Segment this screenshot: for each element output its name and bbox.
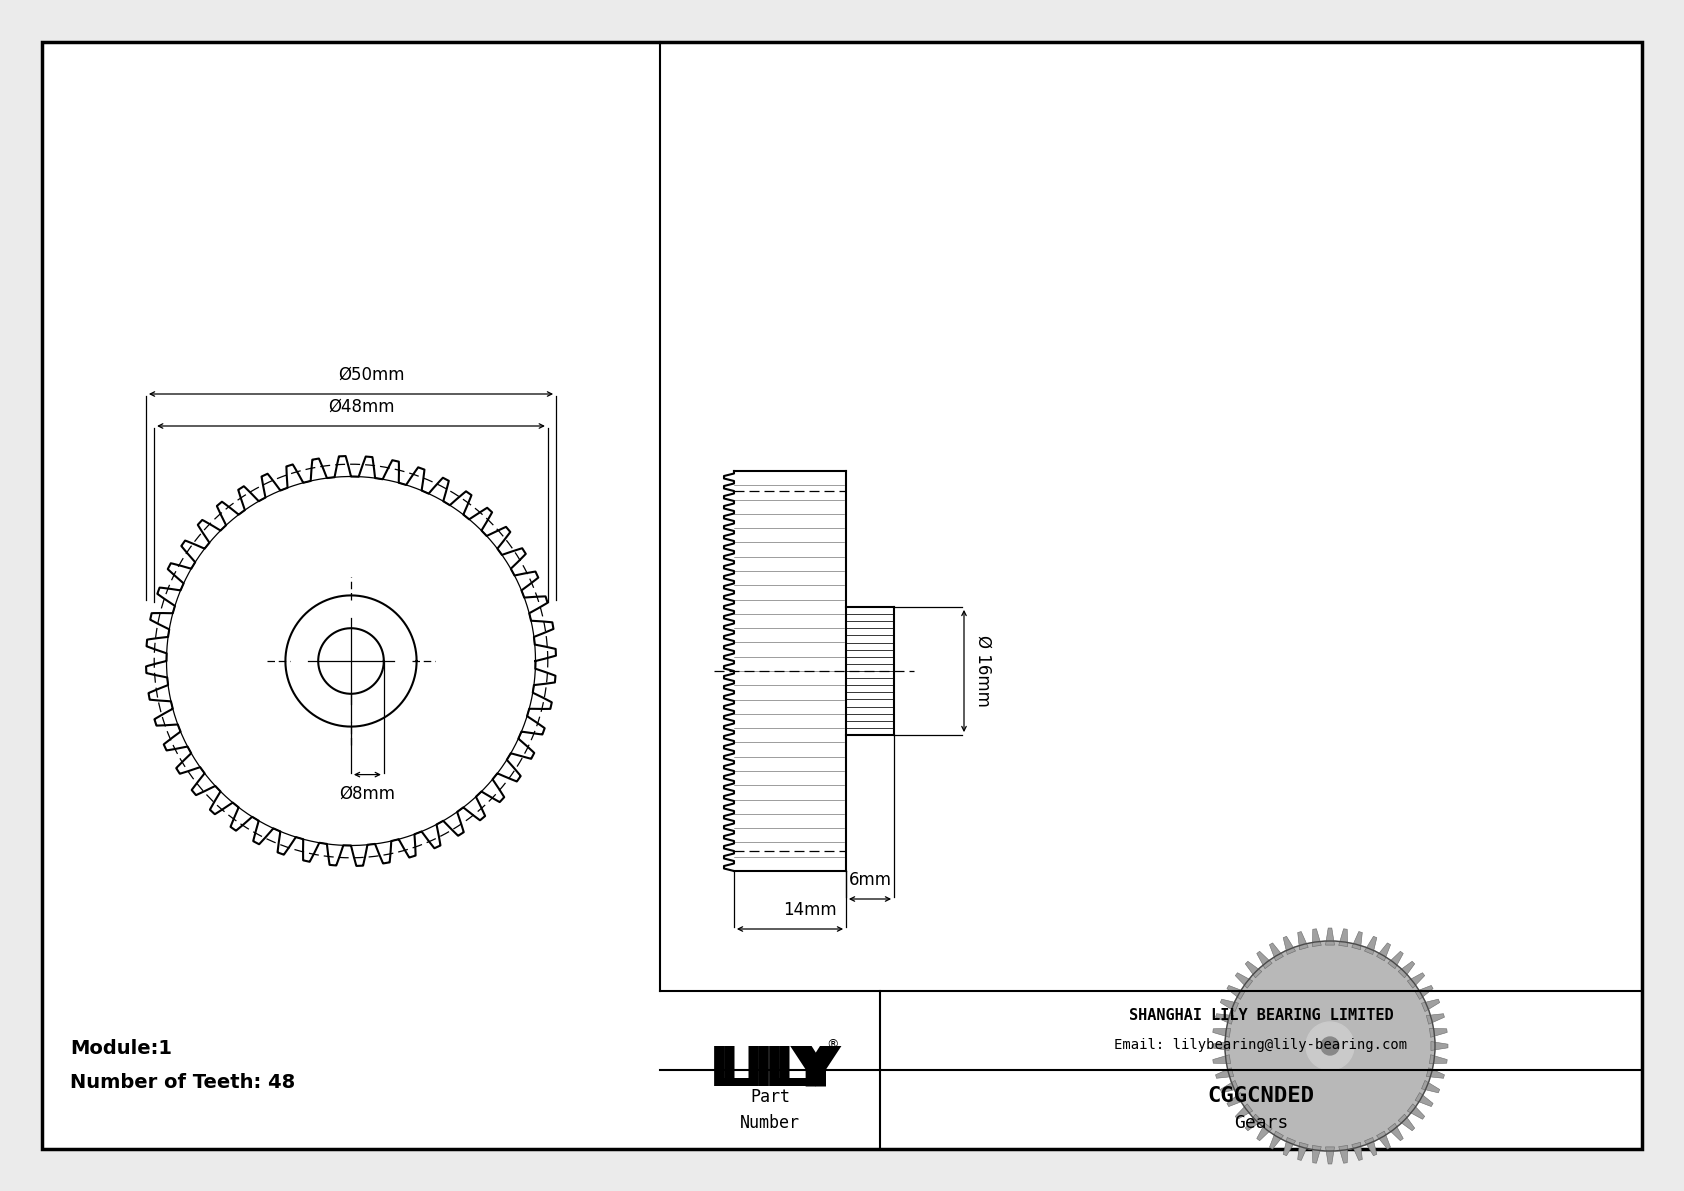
Polygon shape <box>1256 1123 1271 1141</box>
Text: SHANGHAI LILY BEARING LIMITED: SHANGHAI LILY BEARING LIMITED <box>1128 1008 1393 1023</box>
Polygon shape <box>1388 952 1403 968</box>
Polygon shape <box>1430 1055 1447 1064</box>
Polygon shape <box>1236 1104 1253 1120</box>
Text: LILY: LILY <box>709 1043 832 1097</box>
Text: Number of Teeth: 48: Number of Teeth: 48 <box>71 1073 295 1092</box>
Text: Ø50mm: Ø50mm <box>338 366 404 384</box>
Polygon shape <box>1415 1092 1433 1106</box>
Text: CGGCNDED: CGGCNDED <box>1207 1085 1315 1105</box>
Text: Number: Number <box>739 1114 800 1131</box>
Text: LILY: LILY <box>719 1043 842 1097</box>
Polygon shape <box>1398 1114 1415 1130</box>
Text: Module:1: Module:1 <box>71 1040 172 1059</box>
Polygon shape <box>1212 1028 1231 1037</box>
Polygon shape <box>1283 936 1295 954</box>
Text: ®: ® <box>825 1039 839 1052</box>
Polygon shape <box>1212 1055 1231 1064</box>
Polygon shape <box>1408 973 1425 989</box>
Polygon shape <box>1325 928 1334 946</box>
Polygon shape <box>1221 1080 1238 1093</box>
Polygon shape <box>1352 1142 1362 1160</box>
Polygon shape <box>1228 1092 1244 1106</box>
Polygon shape <box>1236 973 1253 989</box>
Polygon shape <box>1298 1142 1308 1160</box>
Polygon shape <box>1312 929 1322 947</box>
Polygon shape <box>1388 1123 1403 1141</box>
Polygon shape <box>1430 1028 1447 1037</box>
Polygon shape <box>1270 943 1283 961</box>
Polygon shape <box>1421 1080 1440 1093</box>
Polygon shape <box>1283 1137 1295 1155</box>
Polygon shape <box>1408 1104 1425 1120</box>
Text: 14mm: 14mm <box>783 902 837 919</box>
Text: 6mm: 6mm <box>849 871 891 888</box>
Polygon shape <box>1228 985 1244 999</box>
Polygon shape <box>1256 952 1271 968</box>
Text: Email: lilybearing@lily-bearing.com: Email: lilybearing@lily-bearing.com <box>1115 1039 1408 1053</box>
Polygon shape <box>1364 936 1378 954</box>
Polygon shape <box>1221 999 1238 1011</box>
Text: Part: Part <box>749 1087 790 1105</box>
Circle shape <box>1224 941 1435 1151</box>
Polygon shape <box>1421 999 1440 1011</box>
Polygon shape <box>1312 1146 1322 1164</box>
Text: Ø 16mm: Ø 16mm <box>973 635 992 707</box>
Circle shape <box>1320 1037 1339 1055</box>
Polygon shape <box>1426 1068 1445 1078</box>
Polygon shape <box>1270 1131 1283 1149</box>
Polygon shape <box>1364 1137 1378 1155</box>
Text: Ø48mm: Ø48mm <box>328 398 394 416</box>
Polygon shape <box>1415 985 1433 999</box>
Polygon shape <box>1376 1131 1391 1149</box>
Text: Ø8mm: Ø8mm <box>340 785 396 803</box>
Polygon shape <box>1325 1147 1334 1164</box>
Text: Gears: Gears <box>1234 1115 1288 1133</box>
Polygon shape <box>1398 961 1415 978</box>
Polygon shape <box>1339 929 1347 947</box>
Polygon shape <box>1298 931 1308 949</box>
Polygon shape <box>1339 1146 1347 1164</box>
Polygon shape <box>1431 1041 1448 1050</box>
Polygon shape <box>1216 1068 1234 1078</box>
Polygon shape <box>1244 961 1261 978</box>
Polygon shape <box>1352 931 1362 949</box>
Polygon shape <box>1376 943 1391 961</box>
Polygon shape <box>1216 1014 1234 1024</box>
Polygon shape <box>1212 1041 1229 1050</box>
Polygon shape <box>1244 1114 1261 1130</box>
Circle shape <box>1307 1022 1354 1070</box>
Polygon shape <box>1426 1014 1445 1024</box>
